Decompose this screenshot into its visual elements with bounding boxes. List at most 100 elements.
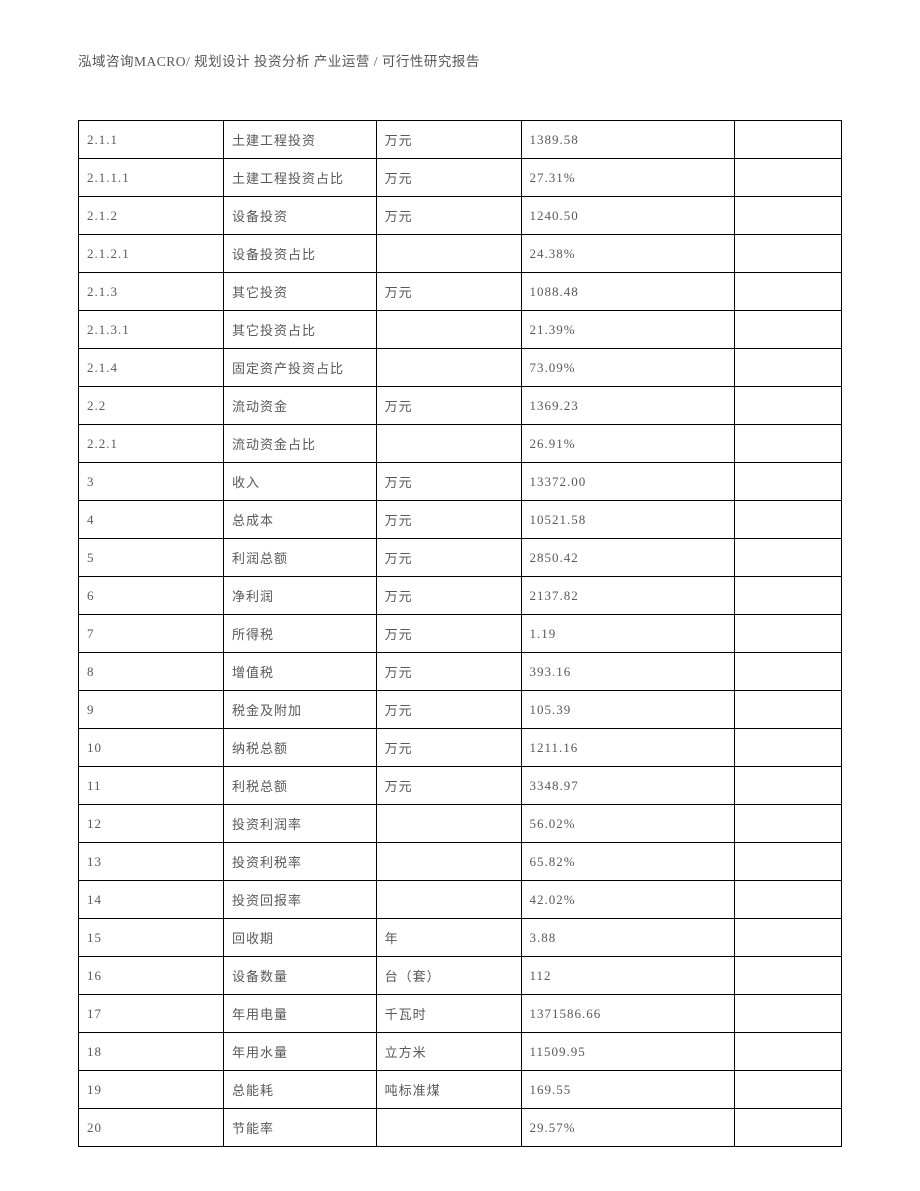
table-cell: 24.38% xyxy=(521,235,735,273)
table-cell: 万元 xyxy=(376,197,521,235)
table-cell: 流动资金 xyxy=(223,387,376,425)
table-cell xyxy=(735,1033,842,1071)
table-cell xyxy=(735,387,842,425)
table-row: 2.1.1土建工程投资万元1389.58 xyxy=(79,121,842,159)
table-cell: 112 xyxy=(521,957,735,995)
table-cell xyxy=(735,691,842,729)
table-cell: 3348.97 xyxy=(521,767,735,805)
table-cell: 3.88 xyxy=(521,919,735,957)
table-cell: 19 xyxy=(79,1071,224,1109)
table-cell: 万元 xyxy=(376,729,521,767)
table-row: 12投资利润率56.02% xyxy=(79,805,842,843)
table-cell xyxy=(376,311,521,349)
table-cell xyxy=(376,235,521,273)
table-cell: 73.09% xyxy=(521,349,735,387)
table-cell: 18 xyxy=(79,1033,224,1071)
table-cell: 15 xyxy=(79,919,224,957)
table-cell: 其它投资占比 xyxy=(223,311,376,349)
table-row: 18年用水量立方米11509.95 xyxy=(79,1033,842,1071)
table-cell: 17 xyxy=(79,995,224,1033)
table-cell: 万元 xyxy=(376,691,521,729)
table-cell: 8 xyxy=(79,653,224,691)
table-row: 8增值税万元393.16 xyxy=(79,653,842,691)
table-cell: 设备投资 xyxy=(223,197,376,235)
table-cell xyxy=(735,653,842,691)
table-cell xyxy=(735,615,842,653)
table-cell: 6 xyxy=(79,577,224,615)
table-cell: 万元 xyxy=(376,387,521,425)
table-cell: 所得税 xyxy=(223,615,376,653)
table-row: 16设备数量台（套）112 xyxy=(79,957,842,995)
investment-table: 2.1.1土建工程投资万元1389.582.1.1.1土建工程投资占比万元27.… xyxy=(78,120,842,1147)
table-cell: 土建工程投资 xyxy=(223,121,376,159)
table-cell: 万元 xyxy=(376,121,521,159)
table-cell: 设备投资占比 xyxy=(223,235,376,273)
table-row: 5利润总额万元2850.42 xyxy=(79,539,842,577)
table-cell xyxy=(735,805,842,843)
table-cell xyxy=(735,577,842,615)
table-cell: 万元 xyxy=(376,501,521,539)
table-cell: 7 xyxy=(79,615,224,653)
table-cell: 增值税 xyxy=(223,653,376,691)
table-cell: 利润总额 xyxy=(223,539,376,577)
table-row: 3收入万元13372.00 xyxy=(79,463,842,501)
table-cell: 流动资金占比 xyxy=(223,425,376,463)
table-cell: 10521.58 xyxy=(521,501,735,539)
table-row: 15回收期年3.88 xyxy=(79,919,842,957)
table-row: 4总成本万元10521.58 xyxy=(79,501,842,539)
table-cell xyxy=(735,919,842,957)
table-cell xyxy=(376,843,521,881)
table-cell: 年用电量 xyxy=(223,995,376,1033)
table-cell xyxy=(376,881,521,919)
table-cell: 42.02% xyxy=(521,881,735,919)
table-cell: 千瓦时 xyxy=(376,995,521,1033)
table-cell: 1389.58 xyxy=(521,121,735,159)
table-cell: 立方米 xyxy=(376,1033,521,1071)
table-row: 11利税总额万元3348.97 xyxy=(79,767,842,805)
table-cell: 投资利税率 xyxy=(223,843,376,881)
table-cell: 11509.95 xyxy=(521,1033,735,1071)
table-row: 2.2.1流动资金占比26.91% xyxy=(79,425,842,463)
table-cell: 9 xyxy=(79,691,224,729)
table-cell: 万元 xyxy=(376,159,521,197)
table-cell xyxy=(735,159,842,197)
table-cell: 5 xyxy=(79,539,224,577)
table-cell: 1371586.66 xyxy=(521,995,735,1033)
table-cell xyxy=(735,767,842,805)
table-cell: 纳税总额 xyxy=(223,729,376,767)
table-cell: 2.1.2.1 xyxy=(79,235,224,273)
table-cell: 总成本 xyxy=(223,501,376,539)
table-cell: 固定资产投资占比 xyxy=(223,349,376,387)
table-row: 9税金及附加万元105.39 xyxy=(79,691,842,729)
table-cell: 1211.16 xyxy=(521,729,735,767)
table-cell xyxy=(735,197,842,235)
table-cell: 万元 xyxy=(376,273,521,311)
table-row: 17年用电量千瓦时1371586.66 xyxy=(79,995,842,1033)
table-cell: 56.02% xyxy=(521,805,735,843)
table-cell: 2.2 xyxy=(79,387,224,425)
table-cell: 2.1.4 xyxy=(79,349,224,387)
table-row: 20节能率29.57% xyxy=(79,1109,842,1147)
table-cell xyxy=(735,311,842,349)
table-row: 2.2流动资金万元1369.23 xyxy=(79,387,842,425)
table-cell xyxy=(735,1109,842,1147)
table-cell: 万元 xyxy=(376,653,521,691)
table-cell: 年 xyxy=(376,919,521,957)
table-row: 14投资回报率42.02% xyxy=(79,881,842,919)
table-cell: 台（套） xyxy=(376,957,521,995)
table-cell: 14 xyxy=(79,881,224,919)
table-cell: 2850.42 xyxy=(521,539,735,577)
table-cell: 万元 xyxy=(376,767,521,805)
table-cell xyxy=(735,463,842,501)
table-cell: 1369.23 xyxy=(521,387,735,425)
table-cell: 29.57% xyxy=(521,1109,735,1147)
table-cell: 万元 xyxy=(376,539,521,577)
table-cell: 4 xyxy=(79,501,224,539)
table-cell: 16 xyxy=(79,957,224,995)
table-cell: 2.1.3.1 xyxy=(79,311,224,349)
table-cell xyxy=(735,1071,842,1109)
table-cell xyxy=(735,349,842,387)
table-cell: 投资利润率 xyxy=(223,805,376,843)
table-cell: 总能耗 xyxy=(223,1071,376,1109)
table-cell xyxy=(376,349,521,387)
